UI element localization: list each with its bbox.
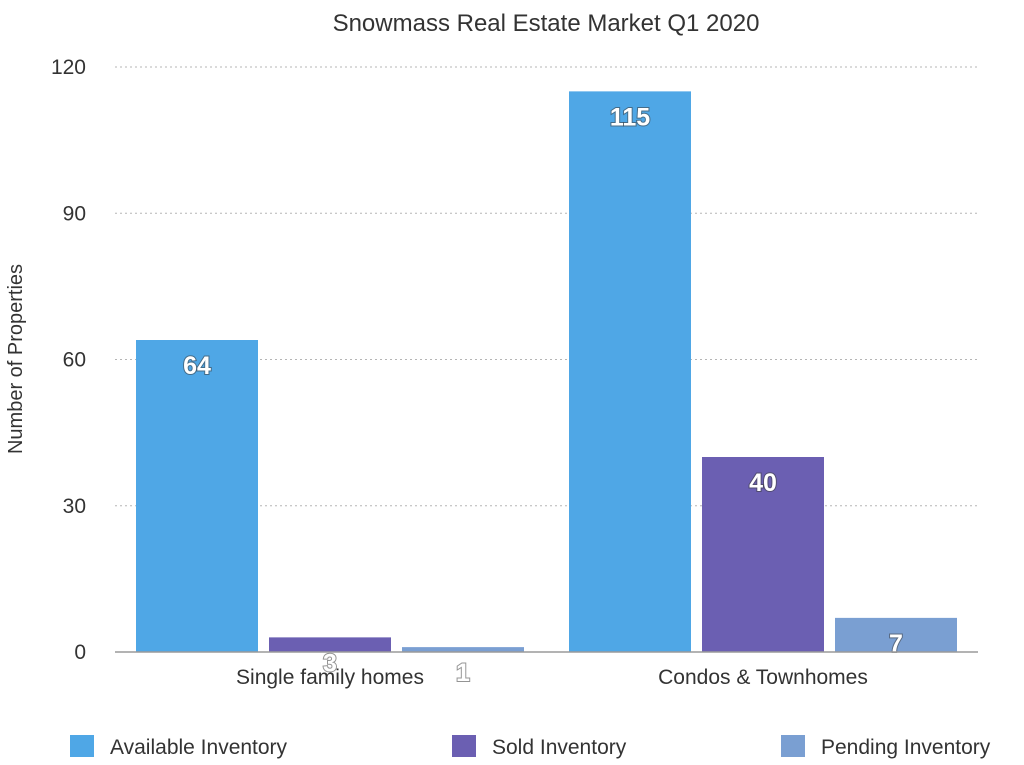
chart-title: Snowmass Real Estate Market Q1 2020 bbox=[333, 10, 760, 37]
y-tick-label: 60 bbox=[63, 349, 86, 372]
y-tick-label: 30 bbox=[63, 495, 86, 518]
x-tick-label: Condos & Townhomes bbox=[658, 666, 868, 689]
y-tick-label: 90 bbox=[63, 202, 86, 225]
data-label: 1 bbox=[456, 659, 470, 687]
legend-swatch bbox=[781, 735, 805, 757]
bars bbox=[136, 91, 957, 652]
bar-sold-inventory-2 bbox=[702, 457, 824, 652]
data-label: 64 bbox=[183, 352, 211, 380]
bar-pending-inventory-2 bbox=[835, 617, 957, 652]
legend-item-pending-inventory: Pending Inventory bbox=[781, 735, 991, 759]
y-axis-ticks: 0 30 60 90 120 bbox=[51, 56, 86, 664]
bar-pending-inventory-1 bbox=[402, 647, 524, 652]
y-tick-label: 0 bbox=[74, 641, 86, 664]
legend-label: Sold Inventory bbox=[492, 736, 627, 759]
data-labels: 64 3 1 115 40 7 bbox=[182, 102, 904, 688]
legend-swatch bbox=[452, 735, 476, 757]
data-label: 3 bbox=[323, 649, 337, 677]
legend-swatch bbox=[70, 735, 94, 757]
gridlines bbox=[115, 66, 978, 507]
data-label: 115 bbox=[610, 103, 650, 131]
legend-label: Pending Inventory bbox=[821, 736, 991, 759]
bar-available-inventory-1 bbox=[136, 340, 258, 652]
y-axis-title: Number of Properties bbox=[5, 264, 27, 454]
y-tick-label: 120 bbox=[51, 56, 86, 79]
x-tick-label: Single family homes bbox=[236, 666, 424, 689]
bar-available-inventory-2 bbox=[569, 91, 691, 652]
bar-sold-inventory-1 bbox=[269, 637, 391, 652]
legend-item-available-inventory: Available Inventory bbox=[70, 735, 288, 759]
data-label: 40 bbox=[749, 469, 777, 497]
x-axis-ticks: Single family homes Condos & Townhomes bbox=[236, 666, 868, 689]
legend: Available Inventory Sold Inventory Pending… bbox=[70, 735, 991, 759]
legend-item-sold-inventory: Sold Inventory bbox=[452, 735, 627, 759]
legend-label: Available Inventory bbox=[110, 736, 288, 759]
data-label: 7 bbox=[889, 630, 903, 658]
